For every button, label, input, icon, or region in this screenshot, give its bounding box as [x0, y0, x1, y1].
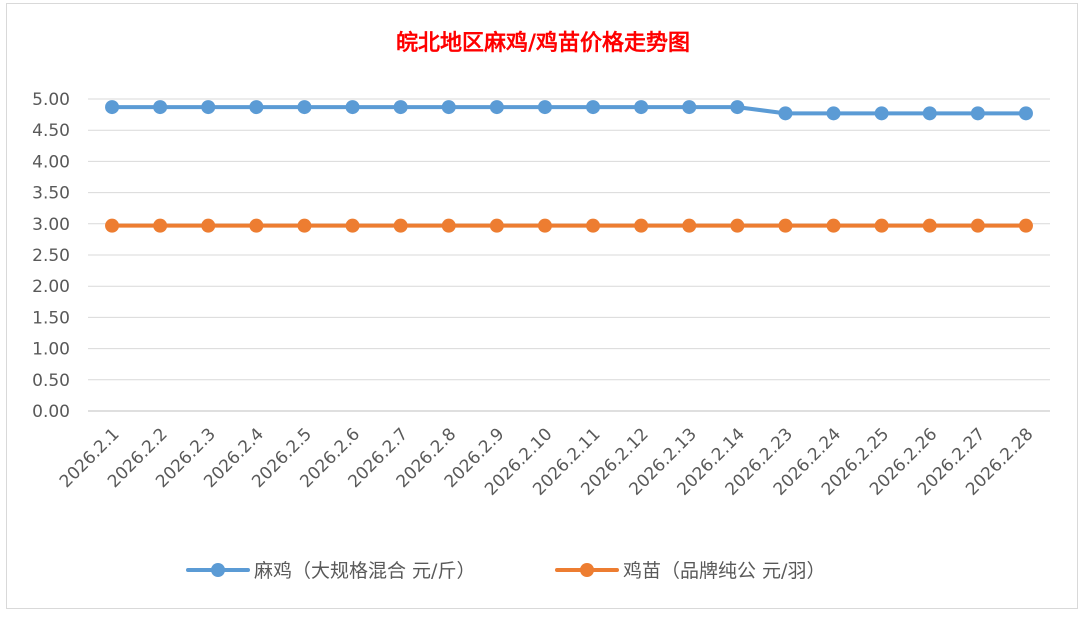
- data-point: [586, 100, 601, 115]
- data-point: [345, 100, 360, 115]
- legend-marker: [580, 563, 594, 577]
- y-tick-label: 2.00: [32, 277, 70, 297]
- y-tick-label: 2.50: [32, 246, 70, 266]
- data-point: [105, 100, 120, 115]
- y-tick-label: 3.50: [32, 184, 70, 204]
- data-point: [682, 218, 697, 233]
- data-point: [730, 218, 745, 233]
- data-point: [393, 100, 408, 115]
- data-point: [201, 100, 216, 115]
- data-point: [489, 218, 504, 233]
- data-point: [922, 218, 937, 233]
- data-point: [778, 218, 793, 233]
- data-point: [441, 100, 456, 115]
- data-point: [249, 218, 264, 233]
- data-point: [153, 218, 168, 233]
- legend: 麻鸡（大规格混合 元/斤） 鸡苗（品牌纯公 元/羽）: [186, 560, 825, 582]
- legend-label: 麻鸡（大规格混合 元/斤）: [254, 560, 475, 582]
- data-point: [1018, 218, 1033, 233]
- data-point: [537, 100, 552, 115]
- data-point: [1018, 106, 1033, 121]
- y-tick-label: 0.50: [32, 371, 70, 391]
- data-point: [874, 218, 889, 233]
- y-tick-label: 5.00: [32, 90, 70, 110]
- chart-title: 皖北地区麻鸡/鸡苗价格走势图: [396, 30, 690, 56]
- data-point: [682, 100, 697, 115]
- data-point: [393, 218, 408, 233]
- data-point: [970, 106, 985, 121]
- y-tick-label: 0.00: [32, 402, 70, 422]
- data-point: [249, 100, 264, 115]
- data-point: [922, 106, 937, 121]
- y-axis: 0.00 0.50 1.00 1.50 2.00 2.50 3.00 3.50 4.00 4.50…: [32, 90, 70, 422]
- legend-marker: [211, 563, 225, 577]
- data-point: [826, 106, 841, 121]
- data-point: [297, 218, 312, 233]
- y-tick-label: 4.50: [32, 121, 70, 141]
- y-tick-label: 1.50: [32, 308, 70, 328]
- data-point: [634, 218, 649, 233]
- series-group: [105, 100, 1033, 233]
- data-point: [730, 100, 745, 115]
- data-point: [586, 218, 601, 233]
- y-tick-label: 4.00: [32, 152, 70, 172]
- legend-label: 鸡苗（品牌纯公 元/羽）: [623, 560, 825, 582]
- data-point: [153, 100, 168, 115]
- data-point: [778, 106, 793, 121]
- data-point: [634, 100, 649, 115]
- data-point: [826, 218, 841, 233]
- data-point: [201, 218, 216, 233]
- data-point: [489, 100, 504, 115]
- y-tick-label: 3.00: [32, 215, 70, 235]
- series-line: [110, 105, 1028, 116]
- y-tick-label: 1.00: [32, 340, 70, 360]
- data-point: [874, 106, 889, 121]
- data-point: [970, 218, 985, 233]
- data-point: [345, 218, 360, 233]
- data-point: [537, 218, 552, 233]
- x-axis: 2026.2.12026.2.22026.2.32026.2.42026.2.5…: [56, 424, 1038, 499]
- data-point: [441, 218, 456, 233]
- data-point: [105, 218, 120, 233]
- grid-lines: [88, 98, 1050, 412]
- data-point: [297, 100, 312, 115]
